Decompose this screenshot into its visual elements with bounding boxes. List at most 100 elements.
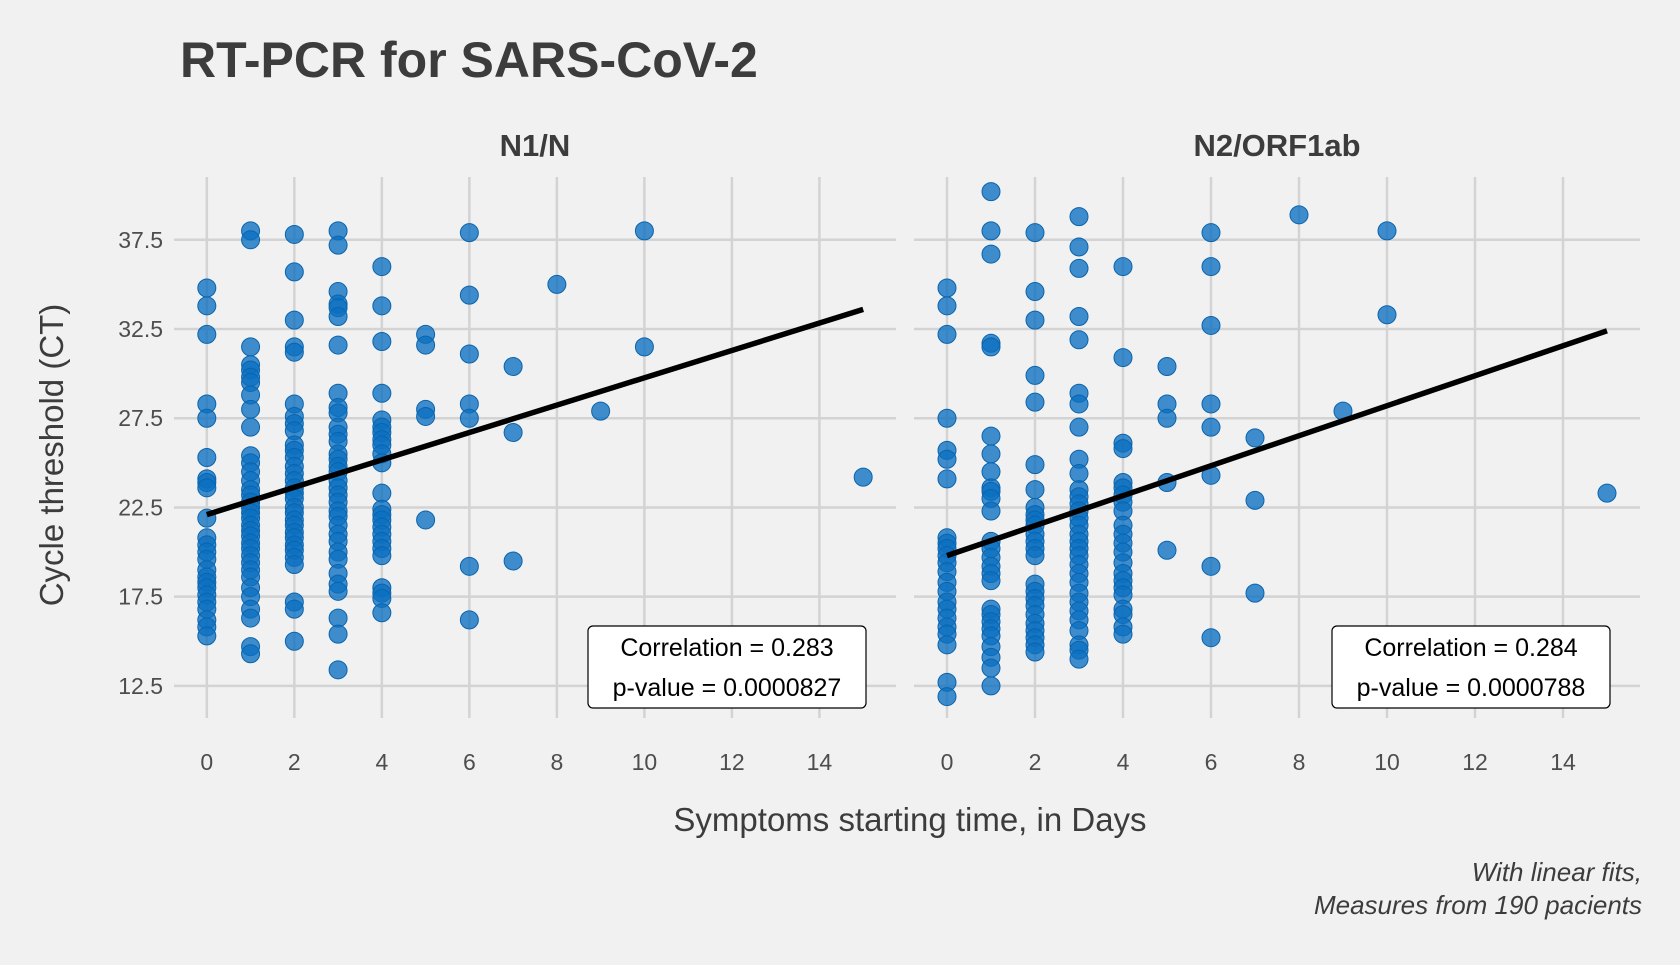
data-point [981, 244, 1001, 264]
data-point [241, 230, 261, 250]
data-point [372, 483, 392, 503]
data-point [1069, 394, 1089, 414]
data-point [372, 296, 392, 316]
data-point [197, 296, 217, 316]
data-point [937, 469, 957, 489]
data-point [372, 332, 392, 352]
x-axis-title: Symptoms starting time, in Days [673, 801, 1146, 838]
data-point [459, 223, 479, 243]
y-tick-label: 37.5 [118, 227, 163, 253]
x-tick-label: 2 [1029, 749, 1042, 775]
x-tick-label: 4 [1117, 749, 1130, 775]
data-point [328, 660, 348, 680]
data-point [547, 274, 567, 294]
chart-title: RT-PCR for SARS-CoV-2 [180, 32, 758, 88]
x-tick-label: 2 [288, 749, 301, 775]
data-point [328, 608, 348, 628]
data-point [1201, 417, 1221, 437]
panel-1: N1/N 0 2 4 6 8 10 12 14 12.5 17.5 22.5 27.5 32.5 37.5 C… [118, 128, 896, 775]
data-point [937, 408, 957, 428]
data-point [459, 610, 479, 630]
data-point [459, 344, 479, 364]
data-point [1069, 258, 1089, 278]
data-point [284, 262, 304, 282]
data-point [1025, 365, 1045, 385]
data-point [241, 417, 261, 437]
data-point [197, 447, 217, 467]
x-tick-label: 14 [1550, 749, 1576, 775]
data-point [284, 310, 304, 330]
data-point [284, 599, 304, 619]
data-point [197, 324, 217, 344]
data-point [503, 356, 523, 376]
data-point [1069, 417, 1089, 437]
data-point [1157, 540, 1177, 560]
annotation-box [1331, 625, 1611, 709]
data-point [416, 335, 436, 355]
data-point [1113, 348, 1133, 368]
x-tick-label: 12 [719, 749, 745, 775]
data-point [1201, 556, 1221, 576]
data-point [1113, 624, 1133, 644]
data-point [372, 603, 392, 623]
data-points [197, 221, 873, 680]
data-point [937, 324, 957, 344]
x-tick-label: 8 [1293, 749, 1306, 775]
data-point [1069, 307, 1089, 327]
x-tick-label: 4 [375, 749, 388, 775]
data-point [981, 571, 1001, 591]
annotation-line: p-value = 0.0000788 [1357, 674, 1586, 702]
data-point [981, 426, 1001, 446]
data-point [197, 408, 217, 428]
caption-line-1: With linear fits, [1472, 857, 1642, 887]
data-point [853, 467, 873, 487]
data-point [241, 337, 261, 357]
data-point [1069, 330, 1089, 350]
data-point [1069, 207, 1089, 227]
data-point [1201, 394, 1221, 414]
data-point [1025, 223, 1045, 243]
x-tick-label: 10 [1374, 749, 1400, 775]
x-tick-label: 8 [550, 749, 563, 775]
data-point [981, 676, 1001, 696]
y-tick-label: 22.5 [118, 494, 163, 520]
data-point [981, 337, 1001, 357]
data-point [197, 626, 217, 646]
data-point [416, 406, 436, 426]
data-point [1069, 237, 1089, 257]
data-point [981, 462, 1001, 482]
data-point [937, 449, 957, 469]
data-point [459, 556, 479, 576]
data-point [1245, 490, 1265, 510]
data-point [1597, 483, 1617, 503]
data-point [1113, 257, 1133, 277]
y-tick-label: 17.5 [118, 584, 163, 610]
data-point [1289, 205, 1309, 225]
data-point [937, 635, 957, 655]
data-point [328, 335, 348, 355]
x-tick-label: 0 [941, 749, 954, 775]
data-point [459, 408, 479, 428]
data-point [937, 278, 957, 298]
y-tick-label: 27.5 [118, 405, 163, 431]
data-point [1201, 628, 1221, 648]
data-point [241, 608, 261, 628]
data-point [634, 221, 654, 241]
data-point [634, 337, 654, 357]
y-tick-label: 32.5 [118, 316, 163, 342]
data-point [1201, 315, 1221, 335]
data-point [372, 383, 392, 403]
data-point [372, 546, 392, 566]
data-point [284, 555, 304, 575]
data-point [328, 581, 348, 601]
data-point [1113, 439, 1133, 459]
data-point [328, 624, 348, 644]
data-point [1025, 480, 1045, 500]
data-point [981, 501, 1001, 521]
data-point [197, 278, 217, 298]
y-tick-label: 12.5 [118, 673, 163, 699]
caption-line-2: Measures from 190 pacients [1314, 890, 1642, 920]
data-point [284, 224, 304, 244]
